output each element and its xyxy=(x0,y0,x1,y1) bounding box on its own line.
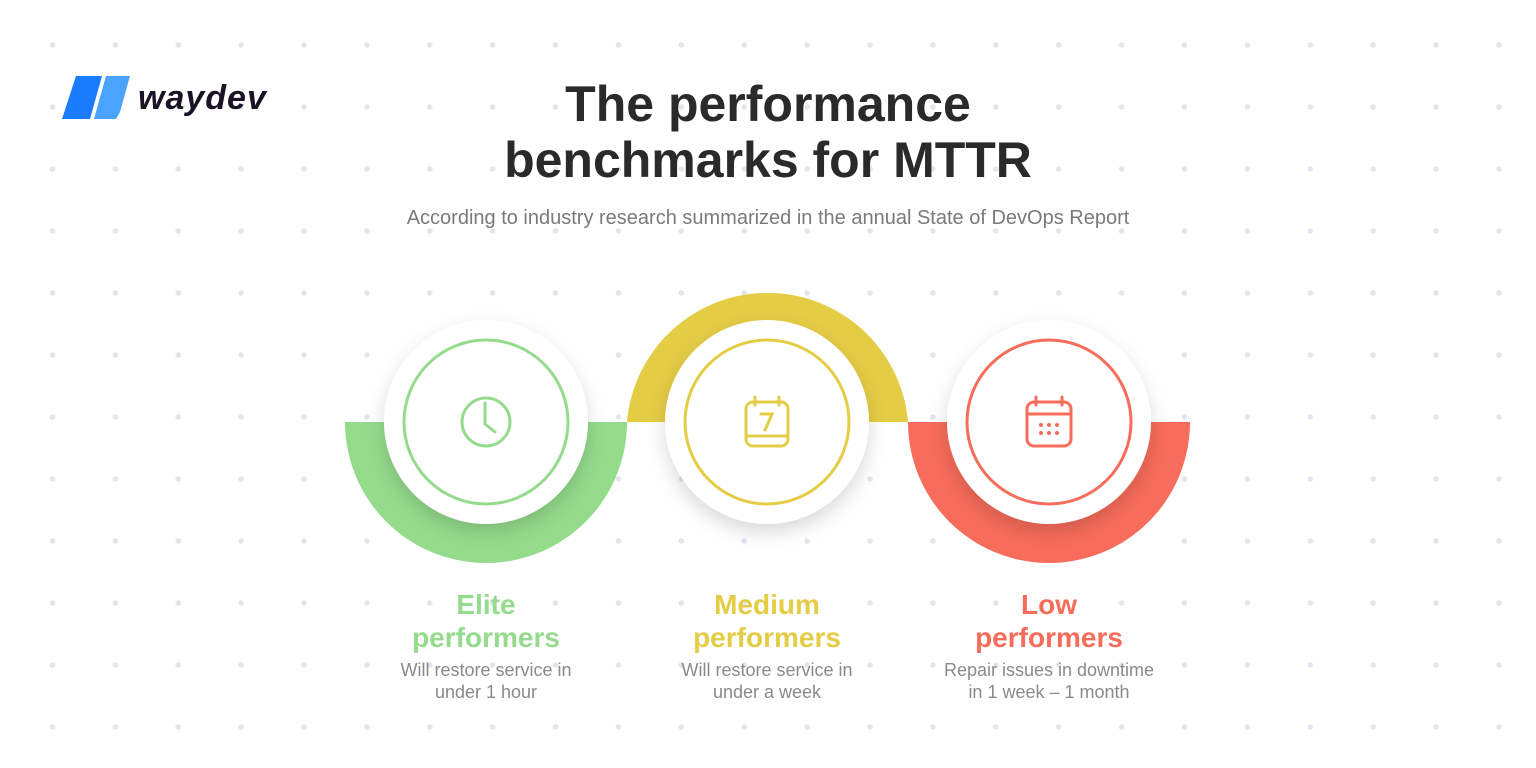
logo-text: waydev xyxy=(138,78,267,117)
tier-description: Will restore service in under a week xyxy=(681,660,853,702)
elite-circle xyxy=(384,320,588,524)
calendar-icon xyxy=(1025,395,1073,448)
page-title: The performance benchmarks for MTTR xyxy=(0,76,1536,188)
title-line-1: The performance xyxy=(565,76,971,132)
elite-tier: Elite performers Will restore service in u… xyxy=(346,588,626,703)
clock-icon xyxy=(460,396,512,448)
logo-mark-icon xyxy=(62,76,130,119)
low-circle xyxy=(947,320,1151,524)
waydev-logo: waydev xyxy=(62,76,267,120)
low-tier: Low performers Repair issues in downtime i… xyxy=(909,588,1189,703)
medium-tier: Medium performers Will restore service in… xyxy=(627,588,907,703)
tier-label: Low performers xyxy=(975,589,1123,653)
medium-circle xyxy=(665,320,869,524)
subtitle: According to industry research summarize… xyxy=(406,207,1130,229)
calendar-7-icon xyxy=(744,395,790,448)
tier-description: Repair issues in downtime in 1 week – 1 m… xyxy=(943,660,1155,702)
tier-label: Medium performers xyxy=(693,589,841,653)
title-line-2: benchmarks for MTTR xyxy=(504,132,1032,188)
tier-label: Elite performers xyxy=(412,589,560,653)
tier-description: Will restore service in under 1 hour xyxy=(400,660,572,702)
